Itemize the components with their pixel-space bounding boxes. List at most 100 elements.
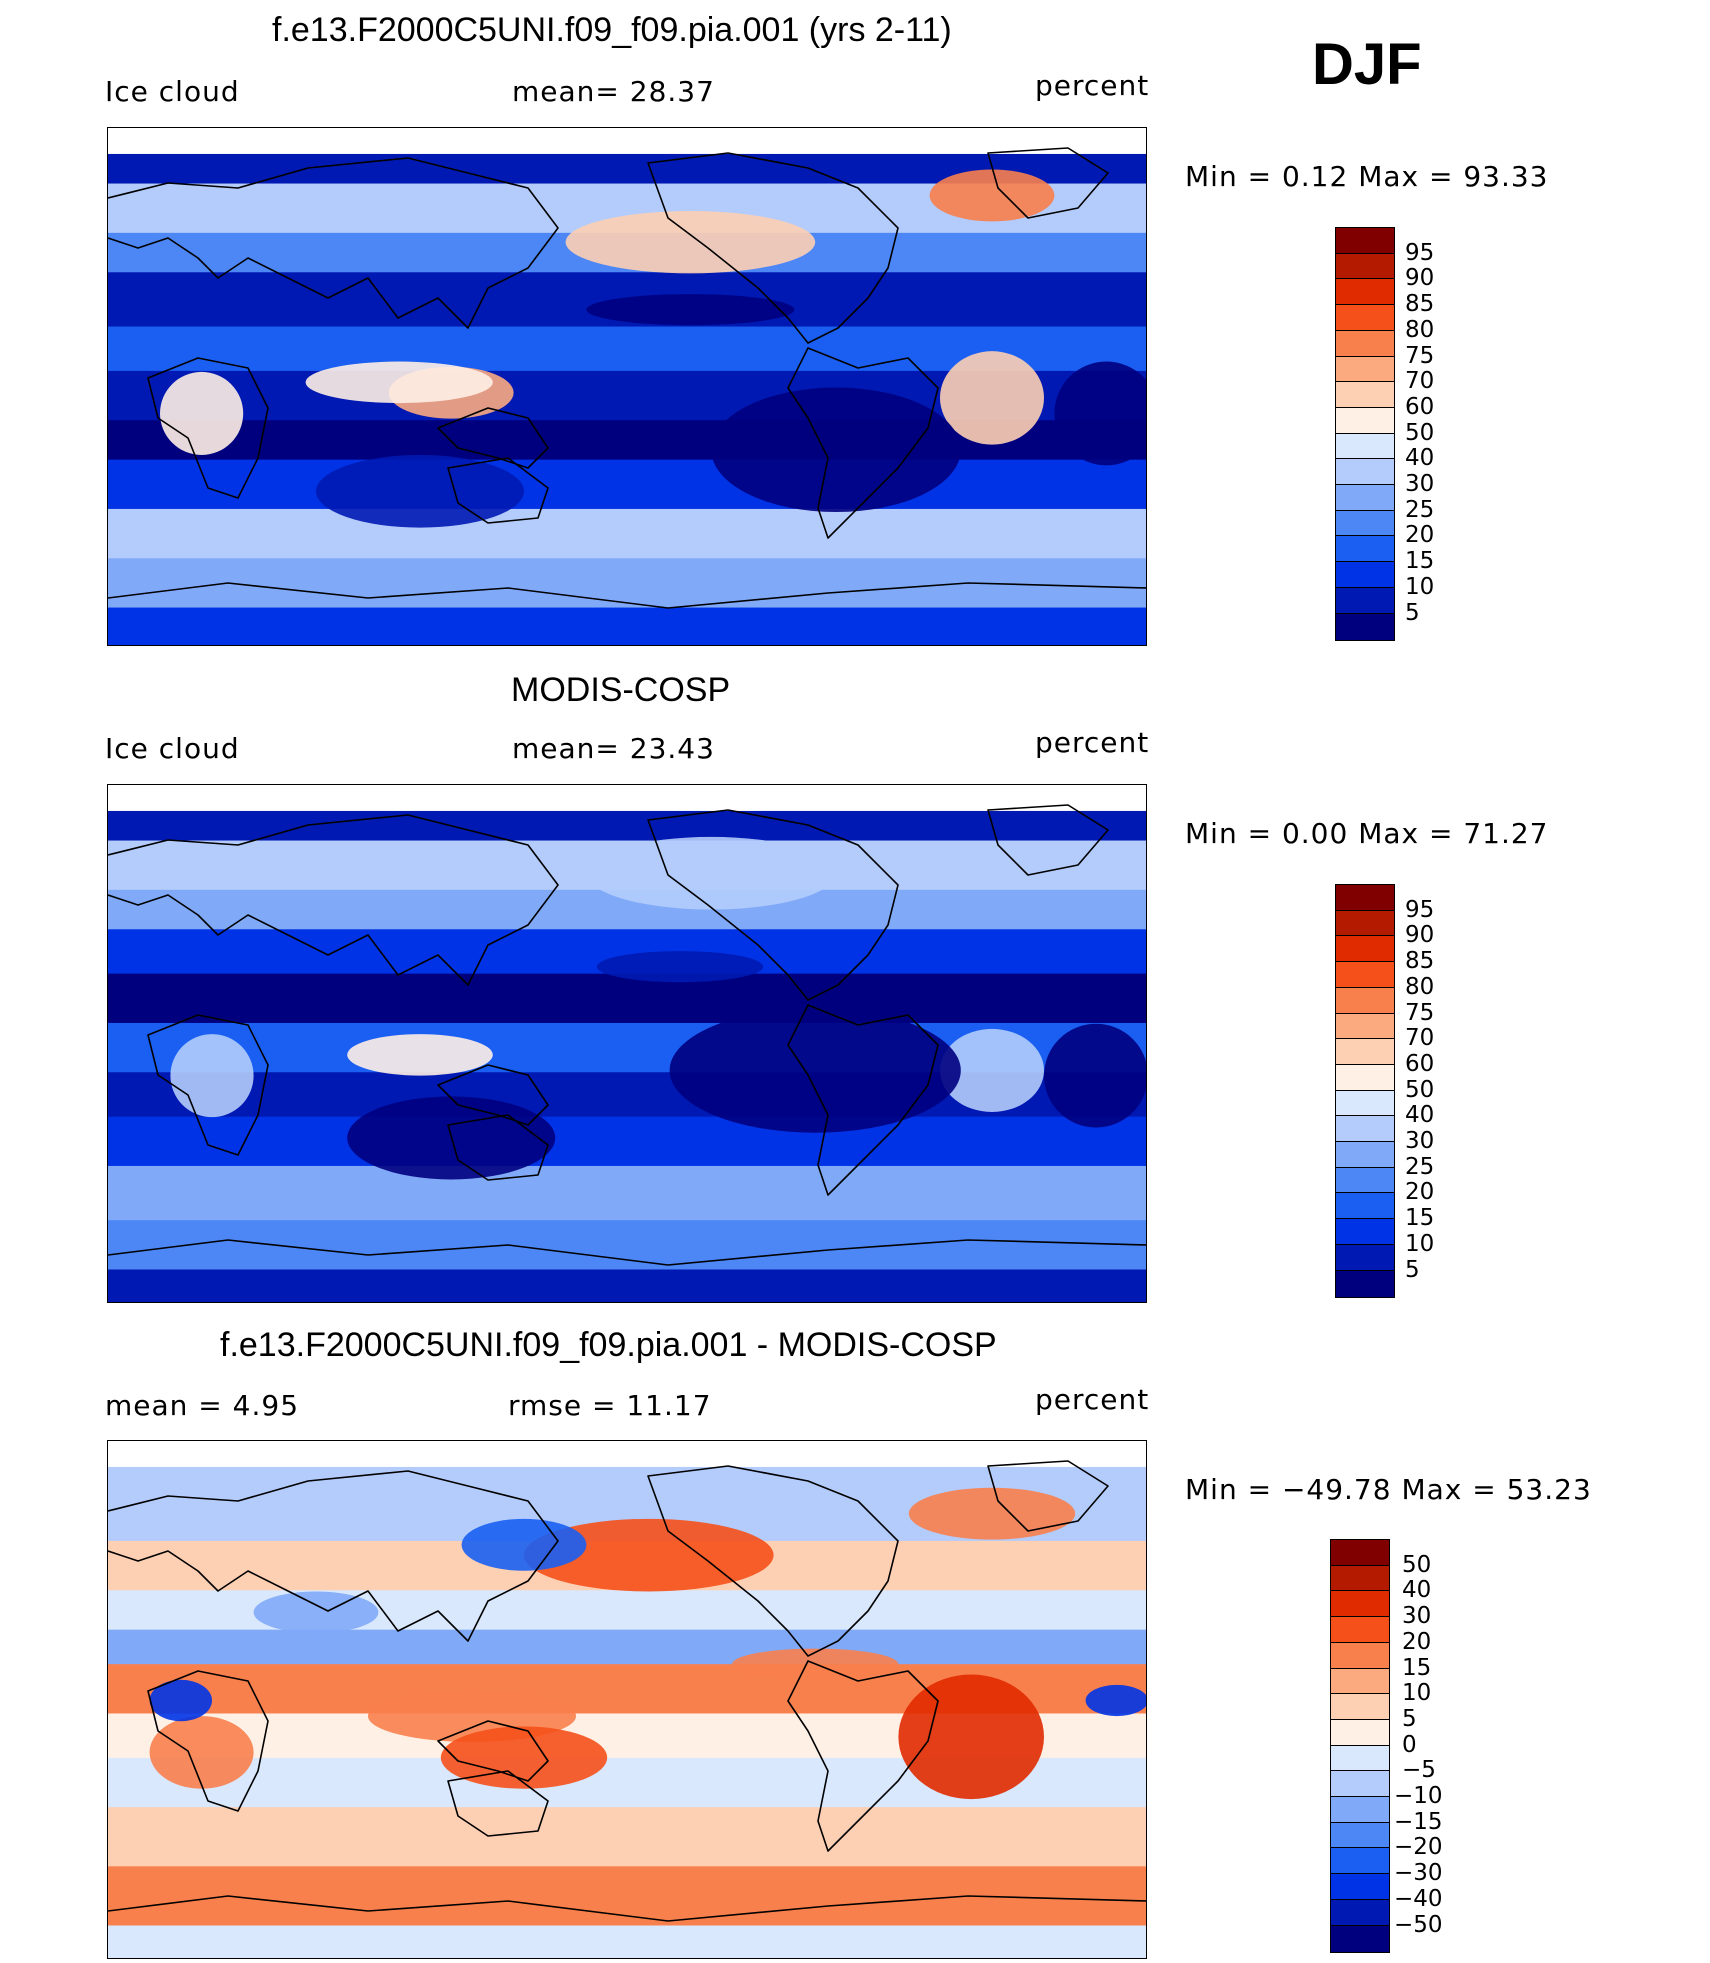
field-band (108, 1116, 1146, 1167)
coastline (108, 1239, 1146, 1266)
colorbar-swatch (1330, 1821, 1390, 1851)
colorbar-label: 60 (1405, 1050, 1435, 1077)
coastline (147, 1014, 269, 1156)
colorbar-label: 60 (1405, 393, 1435, 420)
colorbar-swatch (1335, 1063, 1395, 1093)
colorbar-swatch (1335, 227, 1395, 256)
colorbar-label: −15 (1394, 1808, 1443, 1835)
colorbar-swatch (1335, 1089, 1395, 1119)
field-band (108, 1807, 1146, 1868)
field-blob (524, 1518, 774, 1592)
coastline (647, 1465, 899, 1657)
field-blob (586, 836, 836, 910)
colorbar-swatch (1335, 1269, 1395, 1299)
colorbar-label: 85 (1405, 291, 1435, 318)
coastline (447, 1114, 549, 1181)
minmax-label: Min = 0.00 Max = 71.27 (1185, 817, 1549, 850)
colorbar-label: 40 (1402, 1577, 1432, 1604)
colorbar-label: 80 (1405, 316, 1435, 343)
colorbar-label: −5 (1402, 1757, 1436, 1784)
coastline (147, 357, 269, 499)
colorbar-label: 50 (1402, 1551, 1432, 1578)
colorbar-label: 15 (1402, 1654, 1432, 1681)
colorbar-swatch (1330, 1590, 1390, 1620)
field-band (108, 973, 1146, 1024)
panel-title: f.e13.F2000C5UNI.f09_f09.pia.001 (yrs 2-… (272, 11, 952, 49)
colorbar-swatch (1335, 304, 1395, 333)
field-blob (461, 1518, 587, 1571)
colorbar-label: 50 (1405, 419, 1435, 446)
coastline (987, 147, 1109, 219)
coastline (108, 1470, 559, 1642)
colorbar-swatch (1335, 381, 1395, 410)
coastline (437, 1720, 549, 1782)
colorbar-swatch (1335, 986, 1395, 1016)
variable-label: Ice cloud (105, 75, 240, 108)
field-band (108, 1220, 1146, 1271)
mean-label: mean= 23.43 (512, 732, 715, 765)
field-blob (305, 361, 493, 404)
field-blob (596, 951, 764, 983)
colorbar-swatch (1335, 484, 1395, 513)
coastline (147, 1670, 269, 1812)
coastline (647, 809, 899, 1001)
colorbar-label: 10 (1405, 1230, 1435, 1257)
field-blob (711, 387, 961, 513)
colorbar-swatch (1335, 252, 1395, 282)
colorbar-label: 80 (1405, 973, 1435, 1000)
colorbar-swatch (1330, 1539, 1390, 1568)
colorbar-swatch (1335, 278, 1395, 308)
colorbar-swatch (1335, 586, 1395, 616)
units-label: percent (1035, 726, 1150, 759)
coastline (787, 1004, 939, 1196)
field-blob (1085, 1684, 1146, 1717)
field-band (108, 508, 1146, 560)
colorbar-label: −20 (1394, 1834, 1443, 1861)
colorbar-label: 90 (1405, 265, 1435, 292)
colorbar-label: 10 (1402, 1680, 1432, 1707)
coastline (447, 457, 549, 524)
colorbar-label: 40 (1405, 445, 1435, 472)
field-blob (940, 1028, 1044, 1112)
colorbar-label: 15 (1405, 548, 1435, 575)
colorbar-swatch (1330, 1693, 1390, 1722)
colorbar-label: 30 (1405, 1128, 1435, 1154)
colorbar-swatch (1330, 1616, 1390, 1645)
colorbar-swatch (1335, 935, 1395, 965)
colorbar-swatch (1335, 1038, 1395, 1067)
colorbar-swatch (1335, 1141, 1395, 1170)
field-band (108, 810, 1146, 842)
colorbar-swatch (1330, 1898, 1390, 1928)
coastline (647, 152, 899, 344)
map-model (107, 127, 1147, 646)
colorbar-swatch (1330, 1770, 1390, 1799)
colorbar-swatch (1335, 329, 1395, 359)
colorbar-swatch (1335, 612, 1395, 642)
field-blob (347, 1034, 493, 1076)
colorbar-swatch (1335, 535, 1395, 565)
units-label: percent (1035, 1383, 1150, 1416)
minmax-label: Min = −49.78 Max = 53.23 (1185, 1473, 1592, 1506)
colorbar-label: 10 (1405, 573, 1435, 600)
season-label: DJF (1312, 32, 1422, 97)
units-label: percent (1035, 69, 1150, 102)
field-blob (253, 1591, 379, 1634)
field-blob (160, 371, 244, 455)
colorbar-label: −40 (1394, 1885, 1443, 1912)
colorbar-label: 85 (1405, 948, 1435, 975)
coastline (787, 347, 939, 539)
map-field (108, 1441, 1146, 1958)
colorbar-label: 25 (1405, 1153, 1435, 1180)
colorbar-swatch (1335, 355, 1395, 385)
coastline (437, 407, 549, 469)
colorbar-swatch (1335, 961, 1395, 990)
colorbar-label: 30 (1402, 1603, 1432, 1630)
colorbar-label: 40 (1405, 1102, 1435, 1129)
field-band (108, 1269, 1146, 1302)
field-blob (149, 1716, 254, 1789)
colorbar-label: 70 (1405, 1025, 1435, 1052)
field-band (108, 607, 1146, 645)
colorbar-swatch (1335, 432, 1395, 462)
colorbar-label: 90 (1405, 922, 1435, 949)
variable-label: Ice cloud (105, 732, 240, 765)
